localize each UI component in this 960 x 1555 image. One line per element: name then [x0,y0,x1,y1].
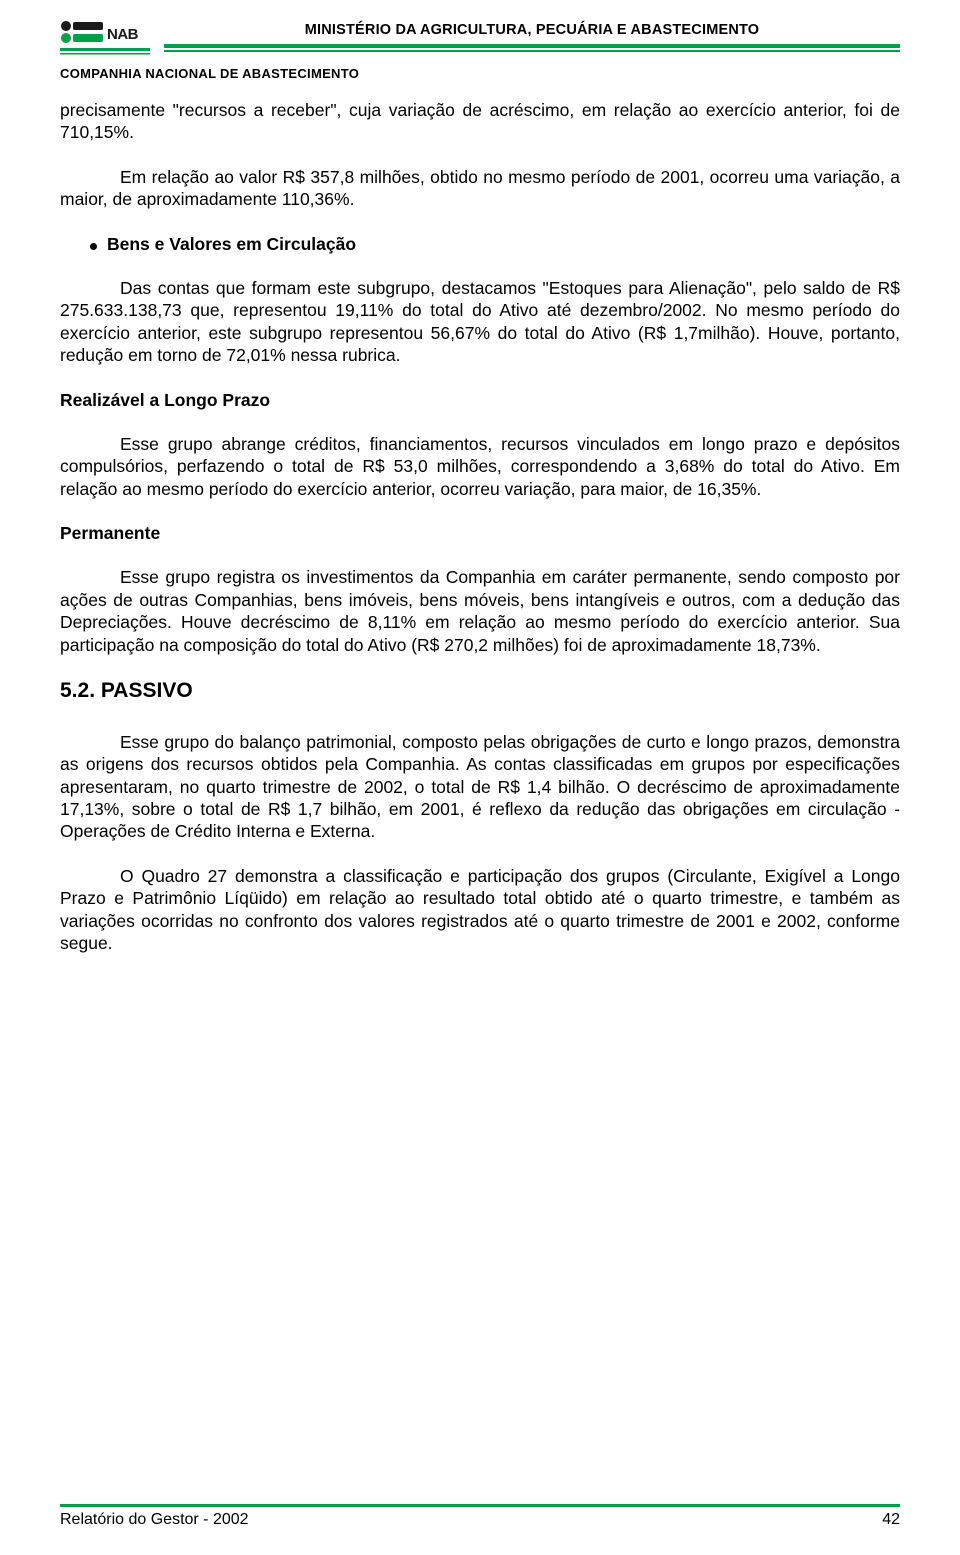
company-subtitle: COMPANHIA NACIONAL DE ABASTECIMENTO [60,66,900,81]
document-page: NAB MINISTÉRIO DA AGRICULTURA, PECUÁRIA … [0,0,960,1555]
section-permanente: Permanente [60,522,900,544]
paragraph-1: precisamente "recursos a receber", cuja … [60,99,900,144]
bullet-dot-icon [90,243,97,250]
footer-page-number: 42 [882,1511,900,1529]
paragraph-7: O Quadro 27 demonstra a classificação e … [60,865,900,955]
ministry-title: MINISTÉRIO DA AGRICULTURA, PECUÁRIA E AB… [164,22,900,38]
svg-text:NAB: NAB [107,26,139,43]
footer-report-title: Relatório do Gestor - 2002 [60,1511,249,1529]
header-text-block: MINISTÉRIO DA AGRICULTURA, PECUÁRIA E AB… [164,20,900,62]
page-footer: Relatório do Gestor - 2002 42 [60,1504,900,1529]
paragraph-2: Em relação ao valor R$ 357,8 milhões, ob… [60,166,900,211]
page-header: NAB MINISTÉRIO DA AGRICULTURA, PECUÁRIA … [60,20,900,62]
header-rule-thick [164,44,900,48]
conab-logo: NAB [60,20,150,58]
paragraph-6: Esse grupo do balanço patrimonial, compo… [60,731,900,843]
section-realizavel: Realizável a Longo Prazo [60,389,900,411]
header-rule-thin [164,50,900,52]
paragraph-5: Esse grupo registra os investimentos da … [60,566,900,656]
footer-rule [60,1504,900,1507]
document-body: precisamente "recursos a receber", cuja … [60,99,900,954]
heading-passivo: 5.2. PASSIVO [60,678,900,705]
bullet-item-bens: Bens e Valores em Circulação [60,233,900,255]
footer-row: Relatório do Gestor - 2002 42 [60,1511,900,1529]
bullet-label-bens: Bens e Valores em Circulação [107,233,356,255]
paragraph-4: Esse grupo abrange créditos, financiamen… [60,433,900,500]
paragraph-3: Das contas que formam este subgrupo, des… [60,277,900,367]
